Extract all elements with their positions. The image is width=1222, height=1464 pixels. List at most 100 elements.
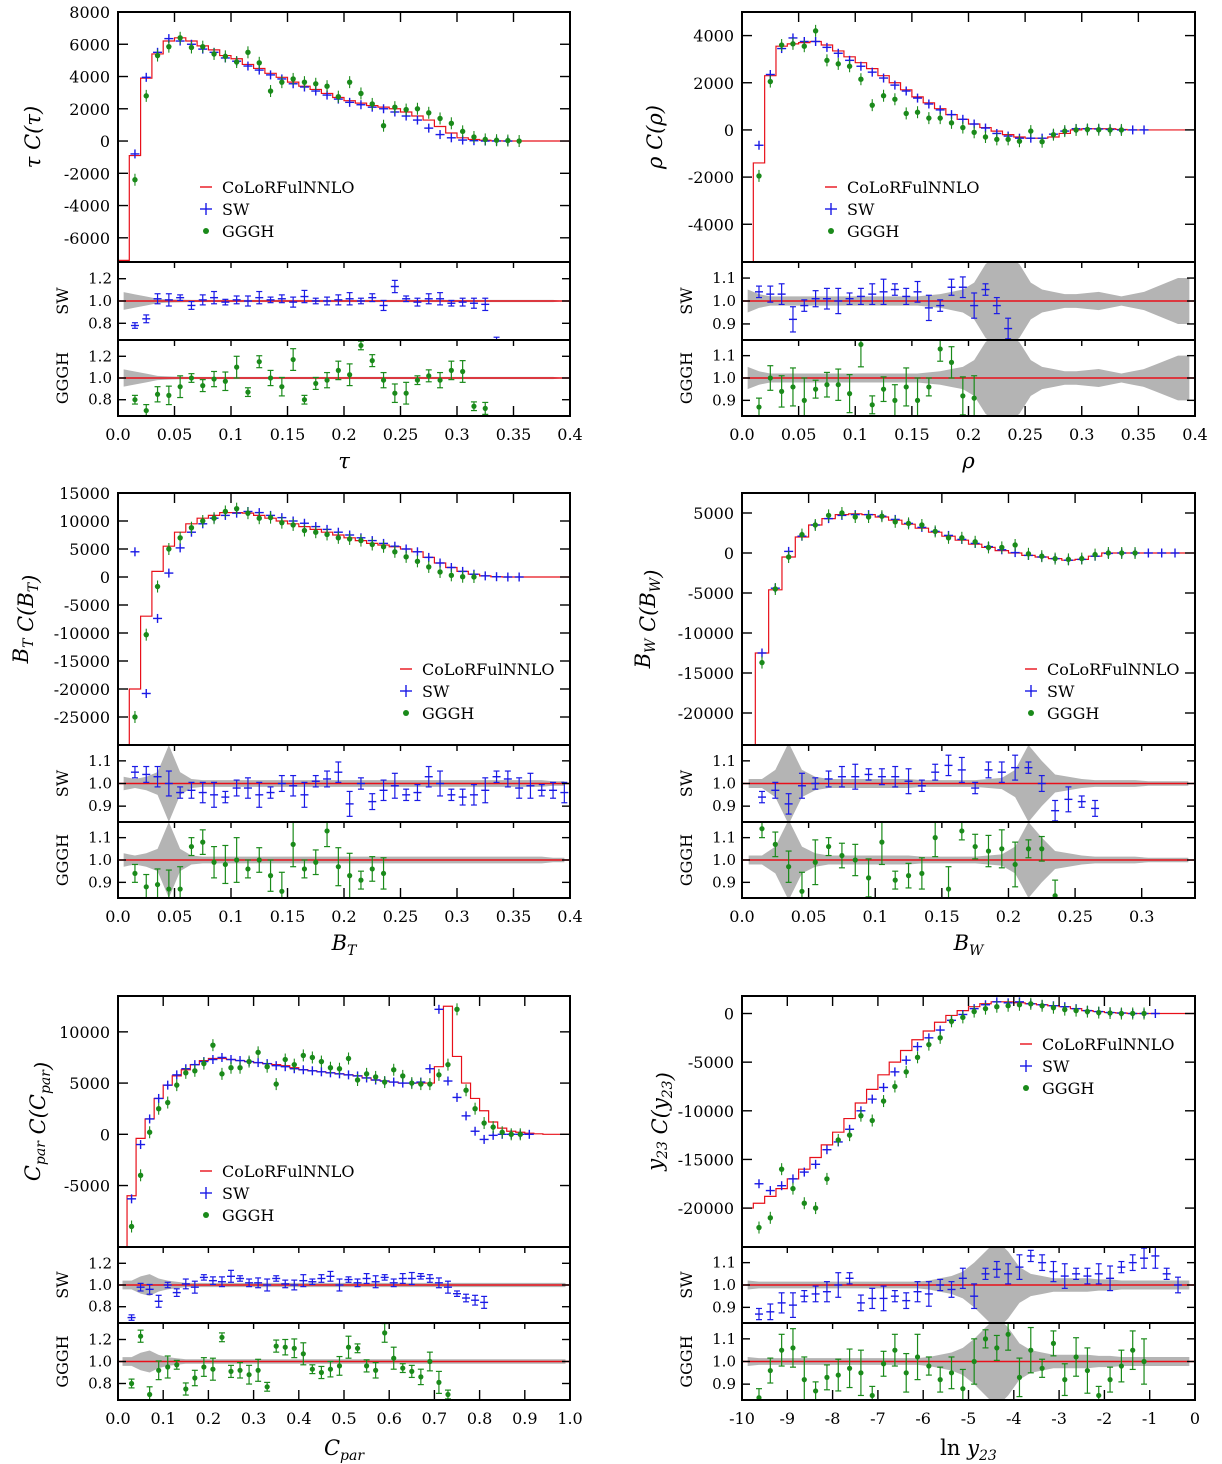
gggh-point [318,1058,325,1065]
gggh-point [369,541,375,548]
gggh-point [313,529,319,535]
gggh-point [301,79,308,85]
main-plot [118,502,570,745]
gggh-point [165,1099,171,1106]
ratio-axis-label: GGGH [53,1335,72,1387]
ytick-label: -2000 [688,168,734,187]
ratio-point [403,390,409,396]
ratio-axis-label: GGGH [677,352,696,404]
ratio-point [183,1386,189,1392]
ratio-point [972,843,978,850]
ratio-point [813,386,819,392]
ratio-point [437,377,443,383]
ratio-point [237,1367,243,1373]
gggh-point [237,1065,243,1071]
gggh-point [427,1081,433,1087]
ratio-point [279,888,285,894]
gggh-point [177,35,183,41]
ratio-tick-label: 1.2 [88,1331,112,1349]
xtick-label: 0.0 [105,907,130,926]
gggh-point [346,79,353,85]
gggh-point [499,1129,505,1135]
gggh-point [174,1082,180,1088]
gggh-point [756,173,762,179]
ytick-label: -5000 [64,596,110,615]
xtick-label: 0.7 [422,1409,447,1428]
ratio-point [880,386,887,392]
xtick-label: 0.6 [376,1409,401,1428]
gggh-point [463,1087,469,1093]
gggh-point [1052,555,1058,562]
ratio-point [756,1395,762,1400]
ratio-axis-label: SW [677,1271,696,1299]
ratio-point [1052,893,1058,898]
gggh-point [228,1065,234,1071]
ratio-tick-label: 0.9 [88,873,112,891]
ratio-point [1141,1358,1147,1365]
gggh-point [245,510,251,516]
ratio-point [335,864,341,870]
gggh-point [772,586,779,592]
y-axis-label: Cpar C(Cpar) [21,1062,55,1181]
ratio-tick-label: 1.0 [712,369,736,387]
ratio-point [427,1358,433,1365]
gggh-point [905,520,912,527]
ytick-label: 15000 [59,484,110,503]
ytick-label: 0 [100,1125,110,1144]
ratio-point [345,1344,352,1350]
gggh-point [426,110,432,116]
ratio-point [905,873,912,879]
gggh-point [812,522,818,528]
gggh-point [211,51,217,57]
gggh-point [372,1074,379,1080]
xtick-label: 0.15 [924,907,960,926]
gggh-point [146,1129,153,1135]
ratio-point [132,397,138,403]
gggh-point [880,93,887,99]
gggh-point [459,574,466,580]
gggh-point [801,43,807,49]
ratio-point [324,377,330,383]
gggh-point [324,531,330,538]
xtick-label: 0 [1190,1409,1200,1428]
colorful-histogram [742,40,1195,262]
panel-1: 1.2 1.0 0.8 SW 1.2 1.0 0.8 GGGH 8000 6000 4000 2000… [21,3,583,473]
legend: CoLoRFulNNLO SW GGGH [200,1162,354,1225]
ratio-point [256,359,262,365]
ratio-point [482,405,488,411]
ratio-point [138,1333,144,1339]
ratio-panel-sw [742,745,1195,822]
ytick-label: 0 [724,544,734,563]
ratio-point [460,368,466,375]
gggh-point [233,505,240,512]
gggh-point [273,1081,279,1087]
gggh-point [192,1068,198,1074]
ratio-point [858,1370,864,1376]
ratio-point [154,391,161,397]
main-frame [117,11,571,263]
ratio-point [869,1392,875,1399]
xtick-label: -7 [870,1409,886,1428]
ratio-point [222,378,228,384]
gggh-point [846,1132,853,1138]
gggh-point [155,1105,162,1112]
ratio-point [200,383,206,389]
ratio-axis-label: GGGH [677,1335,696,1387]
gggh-point [335,93,342,100]
gggh-point [971,1008,977,1015]
gggh-point [233,59,240,65]
ytick-label: 0 [724,1005,734,1024]
ytick-label: 0 [100,132,110,151]
xtick-label: 0.3 [444,907,469,926]
legend-gggh-marker [403,710,409,716]
xtick-label: -4 [1006,1409,1022,1428]
ratio-tick-label: 1.1 [712,347,736,365]
gggh-point [767,1215,774,1221]
xtick-label: 0.05 [157,907,193,926]
xtick-label: 0.0 [105,1409,130,1428]
legend-sw-label: SW [422,682,450,701]
colorful-histogram [742,1001,1195,1209]
ratio-point [211,376,217,382]
gggh-point [1092,551,1098,558]
gggh-point [1005,136,1011,143]
